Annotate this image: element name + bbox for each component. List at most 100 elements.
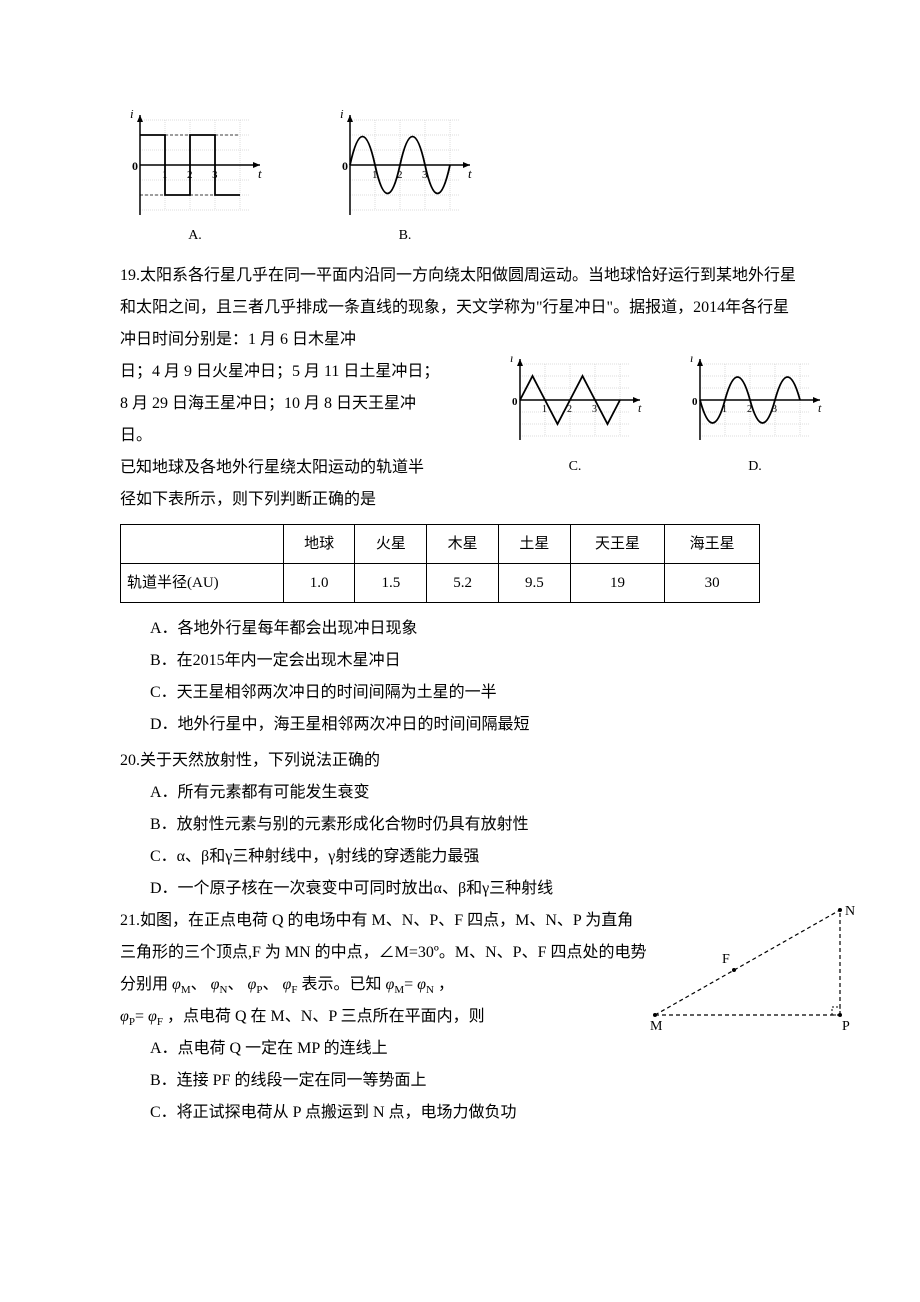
table-col-3: 土星 xyxy=(498,525,570,564)
svg-text:i: i xyxy=(690,356,693,365)
svg-text:1: 1 xyxy=(162,169,168,181)
chart-row-ab: 0 1 2 3 i t A. xyxy=(120,110,800,250)
svg-text:i: i xyxy=(510,356,513,365)
q20-option-c: C．α、β和γ三种射线中，γ射线的穿透能力最强 xyxy=(120,841,800,873)
chart-b-label: B. xyxy=(399,222,412,250)
q21-text: 21.如图，在正点电荷 Q 的电场中有 M、N、P、F 四点，M、N、P 为直角… xyxy=(120,905,650,1001)
svg-text:0: 0 xyxy=(132,159,138,173)
q20-option-d: D．一个原子核在一次衰变中可同时放出α、β和γ三种射线 xyxy=(120,873,800,905)
table-val-4: 19 xyxy=(570,564,665,603)
q19-body: 日；4 月 9 日火星冲日；5 月 11 日土星冲日； 8 月 29 日海王星冲… xyxy=(120,356,800,516)
table-header-row: 地球 火星 木星 土星 天王星 海王星 xyxy=(121,525,760,564)
triangle-svg: M P N F xyxy=(650,905,870,1035)
chart-c: 0 1 2 3 i t C. xyxy=(500,356,650,481)
svg-text:0: 0 xyxy=(342,159,348,173)
q20-option-a: A．所有元素都有可能发生衰变 xyxy=(120,777,800,809)
q19-option-c: C．天王星相邻两次冲日的时间间隔为土星的一半 xyxy=(120,677,800,709)
q19-narrow-text: 日；4 月 9 日火星冲日；5 月 11 日土星冲日； 8 月 29 日海王星冲… xyxy=(120,356,440,516)
q19-intro-full: 19.太阳系各行星几乎在同一平面内沿同一方向绕太阳做圆周运动。当地球恰好运行到某… xyxy=(120,260,800,356)
svg-text:2: 2 xyxy=(747,404,752,415)
chart-a-label: A. xyxy=(188,222,202,250)
svg-text:3: 3 xyxy=(422,169,428,181)
chart-b: 0 1 2 3 i t B. xyxy=(330,110,480,250)
eq1-comma: ， xyxy=(434,976,454,993)
eq2-l: φ xyxy=(120,1008,129,1025)
eq1-rs: N xyxy=(426,984,434,996)
orbit-radius-table: 地球 火星 木星 土星 天王星 海王星 轨道半径(AU) 1.0 1.5 5.2… xyxy=(120,524,760,603)
svg-text:t: t xyxy=(638,401,642,415)
phi-n-sym: φ xyxy=(211,976,220,993)
chart-d-svg: 0 1 2 3 i t xyxy=(680,356,830,451)
phi-m-sub: M xyxy=(181,984,191,996)
svg-text:3: 3 xyxy=(592,404,597,415)
svg-text:P: P xyxy=(842,1019,850,1034)
phi-m-sym: φ xyxy=(172,976,181,993)
q19-option-d: D．地外行星中，海王星相邻两次冲日的时间间隔最短 xyxy=(120,709,800,741)
eq1-eq: = xyxy=(404,976,413,993)
svg-text:3: 3 xyxy=(212,169,218,181)
svg-text:N: N xyxy=(845,905,855,919)
table-col-2: 木星 xyxy=(427,525,499,564)
chart-b-svg: 0 1 2 3 i t xyxy=(330,110,480,220)
svg-text:M: M xyxy=(650,1019,663,1034)
q21-stem-1: 21.如图，在正点电荷 Q 的电场中有 M、N、P、F 四点，M、N、P 为直角 xyxy=(120,905,650,937)
q19-line3: 已知地球及各地外行星绕太阳运动的轨道半 xyxy=(120,452,440,484)
chart-c-label: C. xyxy=(569,453,582,481)
svg-text:i: i xyxy=(340,110,344,121)
q20-option-b: B．放射性元素与别的元素形成化合物时仍具有放射性 xyxy=(120,809,800,841)
q21-option-b: B．连接 PF 的线段一定在同一等势面上 xyxy=(120,1065,800,1097)
svg-text:3: 3 xyxy=(772,404,777,415)
svg-text:0: 0 xyxy=(512,396,518,408)
table-header-empty xyxy=(121,525,284,564)
svg-text:t: t xyxy=(258,166,262,181)
svg-text:1: 1 xyxy=(372,169,378,181)
q21-s4-suffix: ，点电荷 Q 在 M、N、P 三点所在平面内，则 xyxy=(167,1008,485,1025)
sep2: 、 xyxy=(227,976,243,993)
table-data-row: 轨道半径(AU) 1.0 1.5 5.2 9.5 19 30 xyxy=(121,564,760,603)
eq1-r: φ xyxy=(417,976,426,993)
table-col-1: 火星 xyxy=(355,525,427,564)
eq2-rs: F xyxy=(157,1016,163,1028)
q19-option-b: B．在2015年内一定会出现木星冲日 xyxy=(120,645,800,677)
chart-c-svg: 0 1 2 3 i t xyxy=(500,356,650,451)
q21-stem-3: 分别用 φM、 φN、 φP、 φF 表示。已知 φM= φN ， xyxy=(120,969,650,1001)
table-col-5: 海王星 xyxy=(665,525,760,564)
q19-line2: 8 月 29 日海王星冲日；10 月 8 日天王星冲日。 xyxy=(120,388,440,452)
svg-text:t: t xyxy=(468,166,472,181)
table-val-0: 1.0 xyxy=(283,564,355,603)
chart-a-svg: 0 1 2 3 i t xyxy=(120,110,270,220)
svg-text:F: F xyxy=(722,952,730,967)
q21-option-c: C．将正试探电荷从 P 点搬运到 N 点，电场力做负功 xyxy=(120,1097,800,1129)
phi-f-sub: F xyxy=(291,984,297,996)
eq2-eq: = xyxy=(135,1008,144,1025)
q21-container: 21.如图，在正点电荷 Q 的电场中有 M、N、P、F 四点，M、N、P 为直角… xyxy=(120,905,800,1033)
q21-s3-suffix: 表示。已知 xyxy=(301,976,381,993)
q21-stem-2: 三角形的三个顶点,F 为 MN 的中点，∠M=30º。M、N、P、F 四点处的电… xyxy=(120,937,650,969)
table-val-5: 30 xyxy=(665,564,760,603)
chart-d-label: D. xyxy=(748,453,762,481)
svg-text:2: 2 xyxy=(567,404,572,415)
table-val-3: 9.5 xyxy=(498,564,570,603)
sep3: 、 xyxy=(262,976,278,993)
chart-row-cd: 0 1 2 3 i t C. xyxy=(500,356,830,481)
sep1: 、 xyxy=(191,976,207,993)
eq1-ls: M xyxy=(394,984,404,996)
svg-text:2: 2 xyxy=(397,169,403,181)
table-val-1: 1.5 xyxy=(355,564,427,603)
q21-s3-prefix: 分别用 xyxy=(120,976,168,993)
q19-line1: 日；4 月 9 日火星冲日；5 月 11 日土星冲日； xyxy=(120,356,440,388)
svg-text:1: 1 xyxy=(542,404,547,415)
q19-option-a: A．各地外行星每年都会出现冲日现象 xyxy=(120,613,800,645)
chart-d: 0 1 2 3 i t D. xyxy=(680,356,830,481)
table-col-4: 天王星 xyxy=(570,525,665,564)
svg-text:2: 2 xyxy=(187,169,193,181)
svg-text:t: t xyxy=(818,401,822,415)
triangle-diagram: M P N F xyxy=(650,905,870,1047)
table-val-2: 5.2 xyxy=(427,564,499,603)
table-col-0: 地球 xyxy=(283,525,355,564)
svg-text:0: 0 xyxy=(692,396,698,408)
q19-line4: 径如下表所示，则下列判断正确的是 xyxy=(120,484,440,516)
chart-a: 0 1 2 3 i t A. xyxy=(120,110,270,250)
q20-stem: 20.关于天然放射性，下列说法正确的 xyxy=(120,745,800,777)
eq2-r: φ xyxy=(148,1008,157,1025)
